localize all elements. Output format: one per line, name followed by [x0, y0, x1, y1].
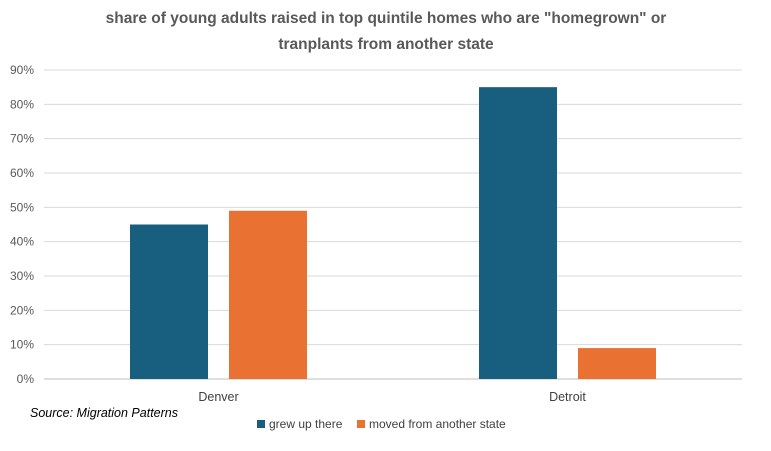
y-tick-label: 20%: [10, 303, 34, 317]
y-tick-label: 10%: [10, 338, 34, 352]
bar-detroit-moved-from-another-state: [578, 348, 656, 379]
y-tick-label: 90%: [10, 63, 34, 77]
x-category-label: Detroit: [549, 390, 586, 404]
bar-denver-moved-from-another-state: [229, 210, 307, 379]
y-tick-label: 50%: [10, 200, 34, 214]
x-axis-categories: Denver Detroit: [198, 390, 586, 404]
y-tick-label: 0%: [17, 372, 35, 386]
bar-detroit-grew-up-there: [479, 87, 557, 380]
y-tick-label: 60%: [10, 166, 34, 180]
chart-title-line-2: tranplants from another state: [278, 36, 494, 53]
y-tick-label: 70%: [10, 132, 34, 146]
legend-swatch: [257, 420, 265, 428]
legend: grew up there moved from another state: [257, 417, 506, 431]
bars: [130, 87, 656, 380]
y-tick-label: 40%: [10, 235, 34, 249]
legend-label: grew up there: [269, 417, 343, 431]
y-axis-ticks: 0% 10% 20% 30% 40% 50% 60% 70% 80% 90%: [10, 63, 34, 386]
y-tick-label: 30%: [10, 269, 34, 283]
bar-denver-grew-up-there: [130, 224, 208, 379]
y-tick-label: 80%: [10, 97, 34, 111]
chart-title-line-1: share of young adults raised in top quin…: [106, 10, 667, 27]
x-category-label: Denver: [198, 390, 238, 404]
source-note: Source: Migration Patterns: [30, 406, 178, 420]
legend-swatch: [357, 420, 365, 428]
legend-label: moved from another state: [369, 417, 506, 431]
